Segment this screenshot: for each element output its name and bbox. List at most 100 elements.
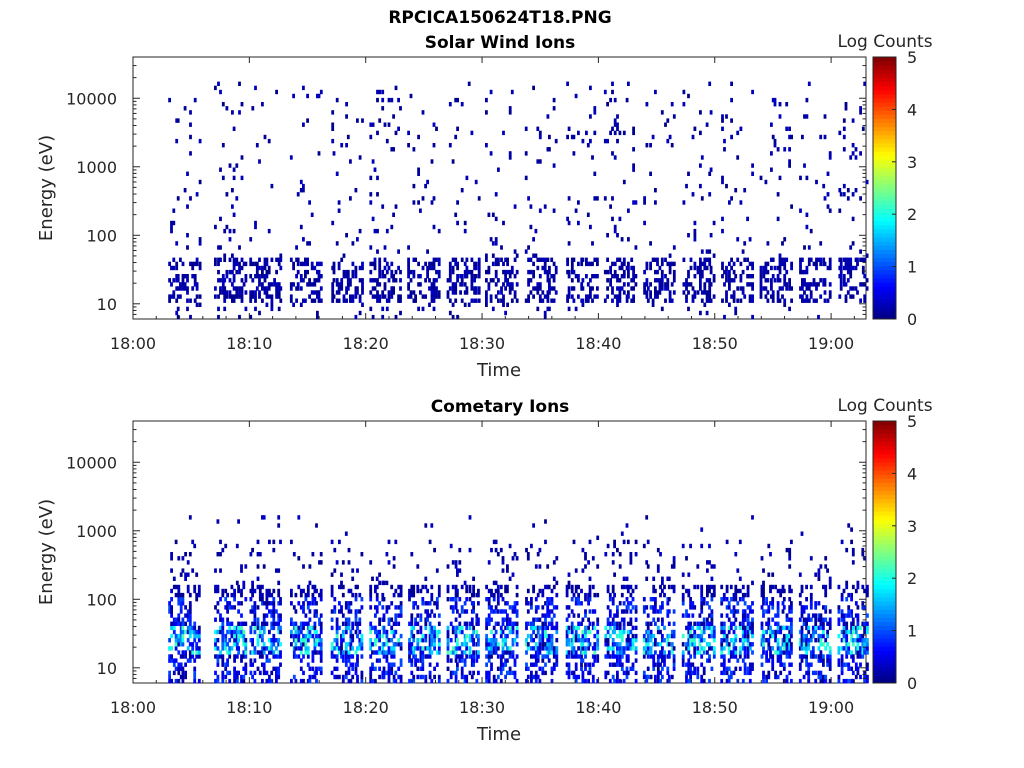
heatmap-cell [510,298,514,303]
heatmap-cell [168,646,171,651]
heatmap-cell [419,625,423,631]
heatmap-cell [845,633,849,639]
heatmap-cell [499,678,503,684]
heatmap-cell [272,642,276,647]
heatmap-cell [587,638,590,643]
heatmap-cell [541,298,545,303]
heatmap-cell [416,588,420,594]
heatmap-cell [672,564,676,569]
heatmap-cell [451,269,455,275]
heatmap-cell [538,257,542,262]
heatmap-cell [580,621,583,626]
heatmap-cell [790,605,793,610]
heatmap-cell [785,102,789,107]
heatmap-cell [279,629,282,635]
heatmap-cell [645,642,649,647]
heatmap-cell [863,282,867,287]
heatmap-cell [472,601,475,606]
heatmap-cell [249,314,253,320]
heatmap-cell [335,241,339,246]
heatmap-cell [456,654,459,659]
heatmap-cell [270,609,274,614]
heatmap-cell [555,556,559,561]
heatmap-cell [546,584,550,590]
heatmap-cell [463,674,467,680]
heatmap-cell [776,625,780,631]
heatmap-cell [771,257,775,262]
heatmap-cell [550,588,554,594]
heatmap-cell [654,609,657,614]
heatmap-cell [729,674,733,680]
heatmap-cell [385,658,389,663]
heatmap-cell [489,89,493,95]
heatmap-cell [738,638,742,643]
heatmap-cell [454,564,458,569]
heatmap-cell [685,294,688,299]
heatmap-cell [567,642,571,647]
heatmap-cell [311,633,315,639]
heatmap-cell [373,286,377,291]
heatmap-cell [349,633,353,639]
heatmap-cell [606,670,610,676]
heatmap-cell [181,670,185,676]
heatmap-cell [826,265,830,271]
heatmap-cell [572,646,576,651]
heatmap-cell [390,269,394,275]
heatmap-cell [760,638,764,643]
heatmap-cell [844,282,848,287]
colorbar-segment [873,155,896,160]
heatmap-cell [751,629,754,635]
heatmap-cell [728,274,731,279]
heatmap-cell [685,674,688,680]
heatmap-cell [703,286,707,291]
heatmap-cell [426,269,429,275]
heatmap-cell [376,249,379,254]
heatmap-cell [459,290,462,295]
heatmap-cell [515,625,519,631]
heatmap-cell [538,282,542,287]
heatmap-cell [846,269,850,275]
heatmap-cell [703,261,707,267]
heatmap-cell [387,621,391,626]
heatmap-cell [240,613,243,618]
heatmap-cell [172,662,176,667]
heatmap-cell [430,523,434,528]
heatmap-cell [817,654,821,659]
heatmap-cell [432,143,436,148]
heatmap-cell [822,617,825,622]
heatmap-cell [591,155,594,160]
heatmap-cell [410,670,414,676]
heatmap-cell [347,658,351,663]
heatmap-cell [585,257,588,262]
heatmap-cell [529,224,533,230]
heatmap-cell [616,650,619,655]
heatmap-cell [846,261,850,267]
heatmap-cell [186,204,189,209]
heatmap-cell [496,552,500,557]
heatmap-cell [620,274,624,279]
heatmap-cell [318,592,321,598]
heatmap-cell [221,670,225,676]
heatmap-cell [317,261,321,267]
heatmap-cell [319,588,323,594]
heatmap-cell [221,286,225,291]
heatmap-cell [629,617,633,622]
heatmap-cell [193,674,197,680]
heatmap-cell [318,666,321,671]
heatmap-cell [230,629,234,635]
heatmap-cell [510,89,514,95]
heatmap-cell [819,617,823,622]
heatmap-cell [552,613,556,618]
heatmap-cell [538,294,542,299]
heatmap-cell [267,286,271,291]
heatmap-cell [814,670,818,676]
heatmap-cell [251,278,255,283]
heatmap-cell [743,629,747,635]
heatmap-cell [798,646,802,651]
heatmap-cell [798,592,802,598]
heatmap-cell [760,556,764,561]
heatmap-cell [842,265,846,271]
heatmap-cell [687,666,691,671]
heatmap-cell [515,678,519,684]
heatmap-cell [294,646,298,651]
